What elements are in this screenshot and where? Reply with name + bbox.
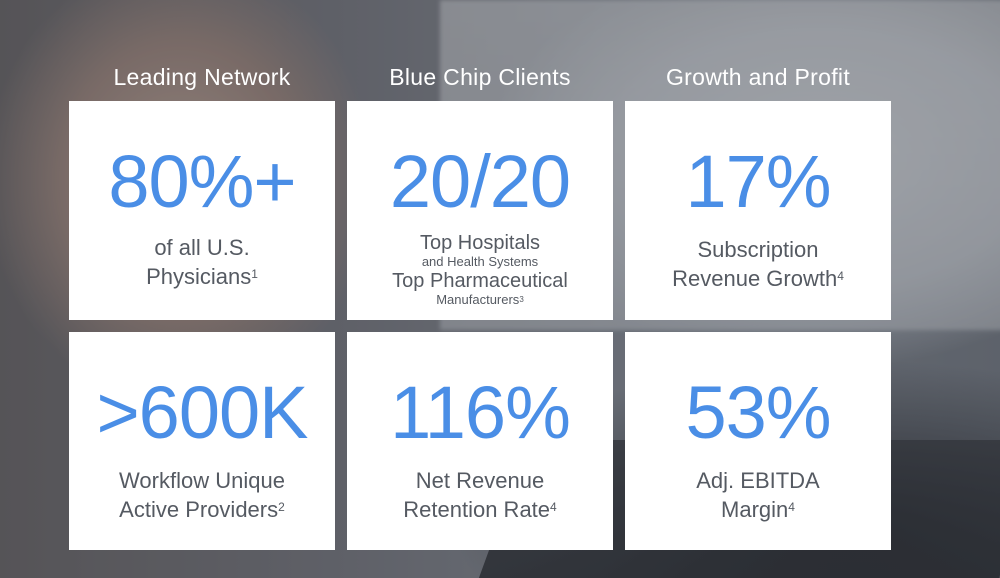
stat-label-health-systems: and Health Systems (421, 254, 539, 269)
header-blue-chip-clients: Blue Chip Clients (389, 64, 571, 90)
tile-retention: 116% Net Revenue Retention Rate4 (347, 332, 613, 550)
tile-providers: >600K Workflow Unique Active Providers2 (69, 332, 335, 550)
footnote-mark: 4 (837, 269, 844, 283)
stat-label-hospitals: Top Hospitals (419, 232, 541, 254)
stat-label-pharma: Top Pharmaceutical (392, 270, 568, 292)
footnote-mark: 4 (788, 500, 795, 514)
stat-value: 116% (390, 371, 571, 454)
stat-value: 20/20 (389, 140, 571, 223)
header-growth-and-profit: Growth and Profit (665, 64, 851, 90)
stat-value: 53% (685, 371, 831, 454)
stat-label-line2: Physicians1 (146, 264, 258, 289)
tile-physicians: 80%+ of all U.S. Physicians1 (69, 101, 335, 320)
stat-label-line1: Adj. EBITDA (696, 468, 820, 493)
stat-label-line2: Active Providers2 (119, 497, 285, 522)
footnote-mark: 3 (519, 295, 524, 304)
stat-label-line1: Subscription (697, 237, 819, 262)
header-leading-network: Leading Network (113, 64, 291, 90)
tile-clients: 20/20 Top Hospitals and Health Systems T… (347, 101, 613, 320)
stat-label-line2: Revenue Growth4 (672, 266, 844, 291)
footnote-mark: 2 (278, 500, 285, 514)
tile-ebitda: 53% Adj. EBITDA Margin4 (625, 332, 891, 550)
stat-value: 17% (685, 140, 831, 223)
stat-label-line2: Retention Rate4 (403, 497, 557, 522)
stat-label-line1: Net Revenue (415, 468, 545, 493)
tile-subscription: 17% Subscription Revenue Growth4 (625, 101, 891, 320)
stat-value: 80%+ (108, 140, 296, 223)
footnote-mark: 4 (550, 500, 557, 514)
stat-label-manufacturers: Manufacturers3 (436, 292, 524, 307)
stat-value: >600K (96, 371, 308, 454)
footnote-mark: 1 (251, 267, 258, 281)
stat-label-line2: Margin4 (721, 497, 795, 522)
stat-label-line1: Workflow Unique (119, 468, 285, 493)
stat-label-line1: of all U.S. (154, 235, 250, 260)
